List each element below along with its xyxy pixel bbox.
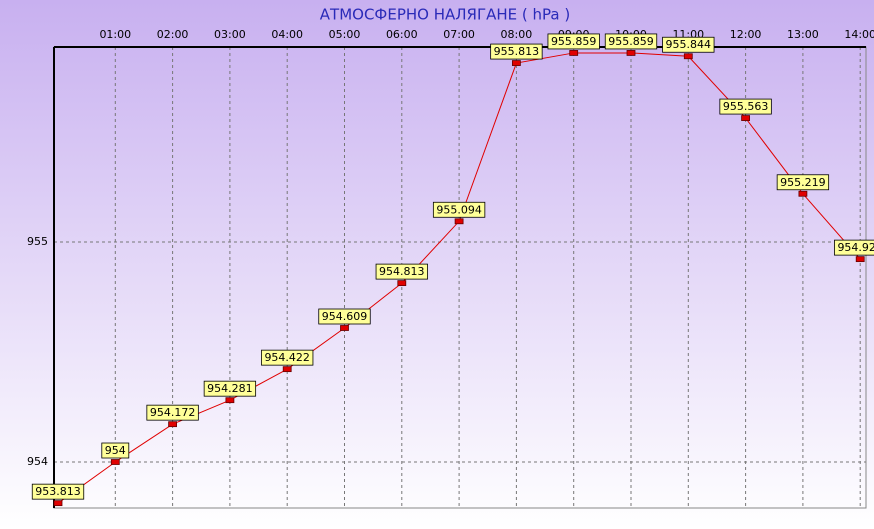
data-label: 954.609 bbox=[322, 310, 368, 323]
point-marker bbox=[168, 421, 178, 428]
point-marker bbox=[855, 256, 865, 263]
data-label: 955.094 bbox=[436, 203, 482, 216]
data-label-box bbox=[261, 349, 314, 366]
x-tick-label: 13:00 bbox=[787, 28, 819, 41]
data-label-box bbox=[101, 442, 130, 459]
data-label: 955.219 bbox=[780, 176, 826, 189]
data-label: 954.172 bbox=[150, 406, 196, 419]
point-marker bbox=[225, 397, 235, 404]
chart-title: АТМОСФЕРНО НАЛЯГАНЕ ( hPa ) bbox=[320, 6, 570, 24]
data-label: 954.422 bbox=[264, 351, 310, 364]
data-label: 955.813 bbox=[494, 45, 540, 58]
data-label: 955.844 bbox=[666, 38, 712, 51]
point-marker bbox=[340, 325, 349, 331]
x-tick-label: 04:00 bbox=[271, 28, 303, 41]
data-label: 955.859 bbox=[608, 35, 654, 48]
data-label: 954.922 bbox=[837, 241, 874, 254]
data-label-box bbox=[834, 239, 874, 256]
point-marker bbox=[53, 500, 63, 507]
data-label-box bbox=[662, 36, 715, 53]
x-tick-label: 08:00 bbox=[501, 28, 533, 41]
data-label: 954.813 bbox=[379, 265, 425, 278]
point-marker bbox=[798, 190, 808, 197]
point-marker bbox=[512, 60, 521, 66]
point-marker bbox=[397, 280, 407, 287]
x-tick-label: 03:00 bbox=[214, 28, 246, 41]
data-label: 955.563 bbox=[723, 100, 769, 113]
data-label-box bbox=[318, 308, 371, 325]
data-label-box bbox=[146, 404, 199, 421]
data-label-box bbox=[776, 174, 830, 191]
data-label-box bbox=[547, 33, 600, 50]
y-tick-label: 954 bbox=[27, 455, 48, 468]
point-marker bbox=[626, 50, 636, 56]
data-label: 955.859 bbox=[551, 35, 597, 48]
x-tick-label: 05:00 bbox=[329, 28, 361, 41]
data-label-box bbox=[604, 33, 658, 50]
point-marker bbox=[454, 218, 464, 225]
point-marker bbox=[683, 53, 693, 60]
x-tick-label: 14:00 bbox=[844, 28, 874, 41]
x-tick-label: 02:00 bbox=[157, 28, 189, 41]
y-tick-label: 955 bbox=[27, 235, 48, 248]
x-tick-label: 01:00 bbox=[99, 28, 131, 41]
data-label-box bbox=[432, 201, 486, 218]
point-marker bbox=[110, 459, 120, 465]
x-tick-label: 06:00 bbox=[386, 28, 418, 41]
data-label: 954.281 bbox=[207, 382, 253, 395]
data-label: 954 bbox=[105, 444, 126, 457]
data-label-box bbox=[375, 263, 428, 280]
x-tick-label: 12:00 bbox=[730, 28, 762, 41]
point-marker bbox=[741, 115, 750, 121]
data-label-box bbox=[490, 43, 543, 60]
x-tick-label: 07:00 bbox=[443, 28, 475, 41]
data-label: 953.813 bbox=[35, 485, 81, 498]
data-label-box bbox=[203, 380, 257, 397]
data-label-box bbox=[31, 483, 85, 500]
point-marker bbox=[569, 50, 579, 56]
point-marker bbox=[282, 366, 292, 373]
data-label-box bbox=[719, 98, 772, 115]
